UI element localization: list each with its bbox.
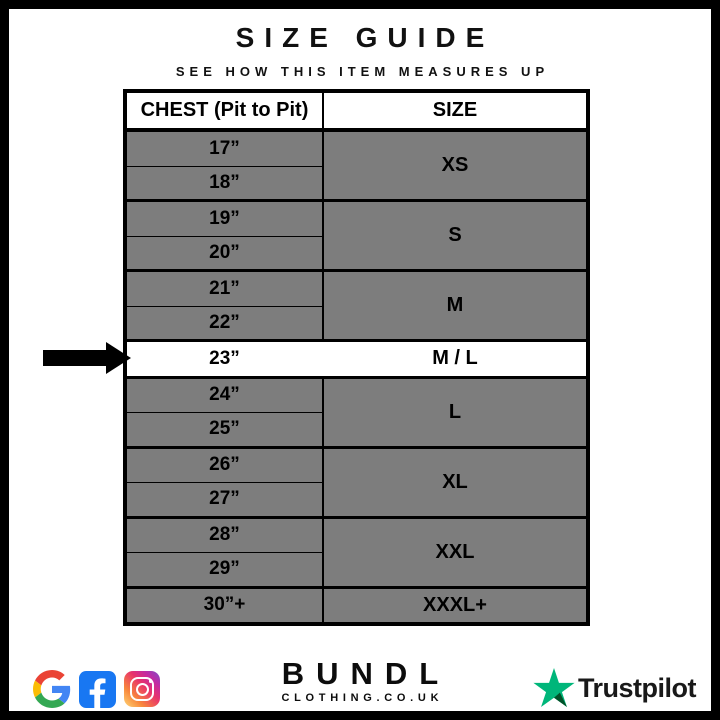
chest-value: 27” xyxy=(127,482,322,516)
chest-value: 19” xyxy=(209,207,240,229)
social-icons xyxy=(33,670,160,708)
size-value: XXXL+ xyxy=(423,593,487,616)
chest-value: 23” xyxy=(209,347,240,369)
size-group: 24” 25” L xyxy=(127,375,586,446)
chest-column-cells: 19” 20” xyxy=(127,202,324,269)
trustpilot-badge: Trustpilot xyxy=(533,668,697,708)
chest-value: 21” xyxy=(209,277,240,299)
google-icon xyxy=(33,670,71,708)
chest-value: 28” xyxy=(209,524,240,546)
table-body: 17” 18” XS 19” 20” S 21” 22” M 23” M / L 24” 25” L 26”… xyxy=(127,132,586,622)
arrow-shaft xyxy=(43,350,106,366)
page-title: SIZE GUIDE xyxy=(235,22,495,53)
chest-value: 25” xyxy=(127,412,322,446)
chest-value: 17” xyxy=(209,137,240,159)
size-value: XXL xyxy=(435,540,475,563)
trustpilot-star-icon xyxy=(533,668,575,707)
column-header-size: SIZE xyxy=(432,99,478,121)
size-group: 19” 20” S xyxy=(127,199,586,269)
chest-column-cells: 30”+ xyxy=(127,588,324,622)
size-table: CHEST (Pit to Pit) SIZE 17” 18” XS 19” 20” S 2… xyxy=(123,89,590,626)
instagram-lens xyxy=(135,682,149,696)
instagram-camera-outline xyxy=(130,677,154,701)
size-group: 17” 18” XS xyxy=(127,132,586,199)
chest-value: 26” xyxy=(209,454,240,476)
chest-value: 24” xyxy=(209,384,240,406)
arrow-head xyxy=(106,342,131,374)
brand-domain: CLOTHING.CO.UK xyxy=(281,692,444,704)
size-value: XS xyxy=(441,154,469,176)
chest-value: 22” xyxy=(127,305,322,340)
size-group: 28” 29” XXL xyxy=(127,515,586,586)
facebook-icon xyxy=(79,670,116,708)
chest-value: 18” xyxy=(127,165,322,200)
trustpilot-label: Trustpilot xyxy=(578,672,697,703)
chest-value: 29” xyxy=(127,552,322,586)
size-group: 30”+ XXXL+ xyxy=(127,585,586,622)
chest-value: 20” xyxy=(127,235,322,270)
size-group: 23” M / L xyxy=(127,339,586,376)
chest-column-cells: 21” 22” xyxy=(127,272,324,339)
chest-column-cells: 28” 29” xyxy=(127,518,324,586)
column-header-chest: CHEST (Pit to Pit) xyxy=(127,93,324,128)
page-subtitle: SEE HOW THIS ITEM MEASURES UP xyxy=(175,64,550,79)
size-value: M xyxy=(446,294,464,316)
table-header-row: CHEST (Pit to Pit) SIZE xyxy=(127,93,586,132)
instagram-flash-dot xyxy=(148,679,152,683)
size-value: M / L xyxy=(432,347,478,370)
size-value: S xyxy=(448,224,462,246)
chest-column-cells: 24” 25” xyxy=(127,378,324,446)
highlight-arrow-icon xyxy=(43,342,131,374)
instagram-icon xyxy=(124,671,160,707)
chest-value: 30”+ xyxy=(203,594,246,616)
brand-name: BUNDL xyxy=(281,656,451,691)
brand-logo: BUNDL CLOTHING.CO.UK xyxy=(9,658,711,704)
size-value: XL xyxy=(442,470,468,493)
chest-column-cells: 26” 27” xyxy=(127,448,324,516)
size-value: L xyxy=(448,400,462,423)
size-group: 21” 22” M xyxy=(127,269,586,339)
size-group: 26” 27” XL xyxy=(127,445,586,516)
chest-column-cells: 23” xyxy=(127,342,324,376)
chest-column-cells: 17” 18” xyxy=(127,132,324,199)
